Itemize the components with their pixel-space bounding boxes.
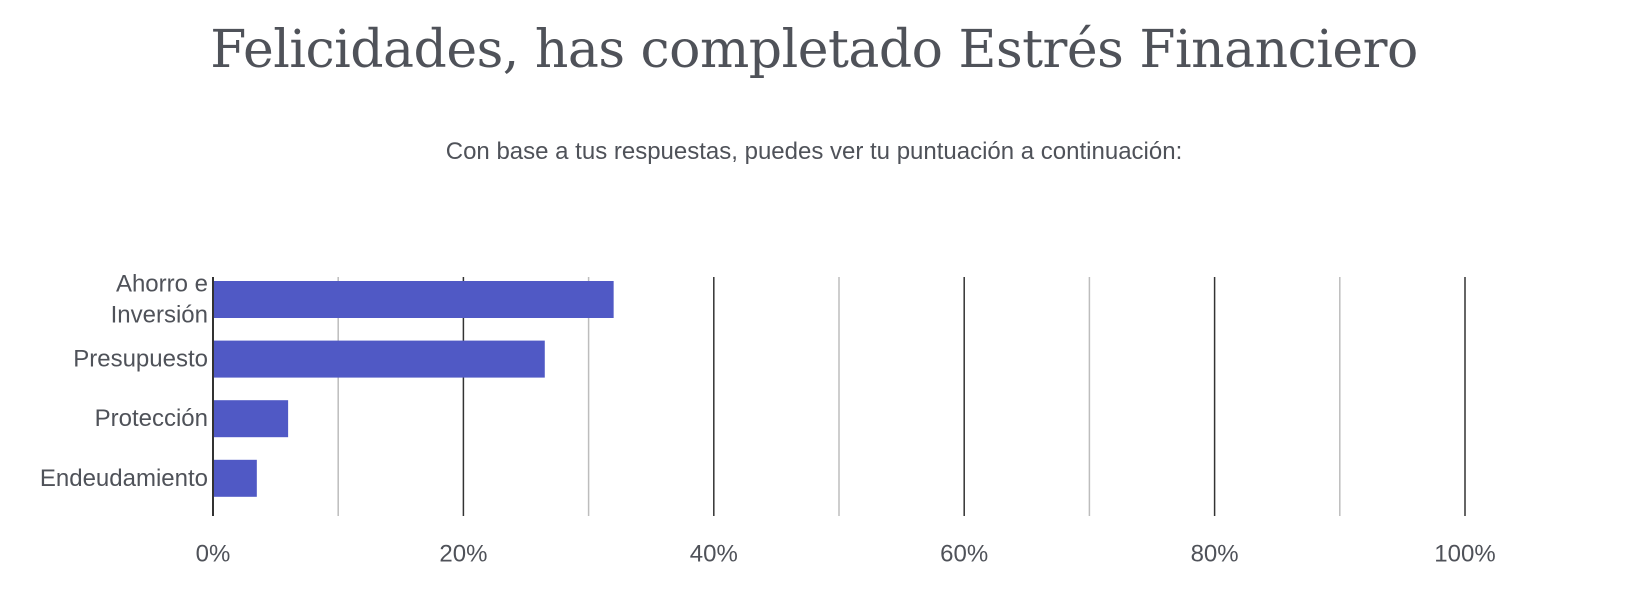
x-tick-label: 0% <box>196 541 231 568</box>
bar-chart: Ahorro e Inversión Presupuesto Protección En… <box>0 260 1628 594</box>
category-label: Protección <box>95 405 208 432</box>
x-tick-label: 80% <box>1191 541 1239 568</box>
bar <box>213 400 289 438</box>
bar <box>213 459 257 497</box>
bar-chart-svg: Ahorro e Inversión Presupuesto Protección En… <box>40 271 1496 568</box>
page-subtitle: Con base a tus respuestas, puedes ver tu… <box>445 138 1183 165</box>
bar <box>213 281 614 318</box>
x-tick-label: 20% <box>439 541 487 568</box>
page-title: Felicidades, has completado Estrés Finan… <box>210 20 1418 80</box>
x-tick-label: 100% <box>1434 541 1495 568</box>
category-label: Ahorro e Inversión <box>111 271 208 329</box>
category-label: Presupuesto <box>73 346 208 373</box>
category-label: Endeudamiento <box>40 465 208 492</box>
bar <box>213 340 545 378</box>
x-tick-label: 60% <box>940 541 988 568</box>
x-tick-label: 40% <box>690 541 738 568</box>
